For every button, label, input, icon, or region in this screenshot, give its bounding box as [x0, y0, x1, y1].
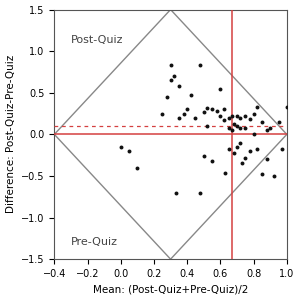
Point — [223, 171, 228, 176]
Point — [193, 115, 198, 120]
Point — [271, 174, 276, 178]
Point — [198, 190, 203, 195]
Point — [238, 125, 243, 130]
Point — [235, 144, 239, 149]
Point — [248, 148, 253, 153]
Point — [254, 104, 259, 109]
Point — [279, 146, 284, 151]
Point — [215, 109, 220, 113]
Point — [210, 159, 214, 164]
Point — [205, 105, 209, 110]
Point — [165, 94, 170, 99]
Point — [160, 111, 165, 116]
Point — [135, 165, 140, 170]
Point — [240, 161, 244, 166]
Text: Pre-Quiz: Pre-Quiz — [71, 237, 118, 247]
Point — [248, 117, 253, 122]
X-axis label: Mean: (Post-Quiz+Pre-Quiz)/2: Mean: (Post-Quiz+Pre-Quiz)/2 — [93, 284, 248, 294]
Point — [182, 111, 186, 116]
Point — [218, 114, 223, 118]
Point — [268, 125, 273, 130]
Point — [251, 132, 256, 137]
Point — [254, 147, 259, 152]
Point — [201, 110, 206, 114]
Point — [201, 154, 206, 158]
Point — [185, 107, 190, 112]
Point — [284, 104, 289, 109]
Point — [210, 107, 214, 112]
Point — [221, 118, 226, 123]
Point — [238, 115, 243, 120]
Point — [173, 190, 178, 195]
Point — [231, 121, 236, 126]
Point — [235, 124, 239, 128]
Y-axis label: Difference: Post-Quiz-Pre-Quiz: Difference: Post-Quiz-Pre-Quiz — [6, 55, 16, 214]
Point — [221, 107, 226, 112]
Point — [205, 124, 209, 128]
Point — [251, 111, 256, 116]
Point — [198, 63, 203, 68]
Point — [226, 147, 231, 152]
Point — [243, 155, 248, 160]
Point — [172, 74, 176, 79]
Point — [235, 114, 239, 118]
Text: Post-Quiz: Post-Quiz — [71, 34, 123, 44]
Point — [127, 148, 131, 153]
Point — [231, 150, 236, 155]
Point — [226, 115, 231, 120]
Point — [238, 140, 243, 145]
Point — [176, 84, 181, 88]
Point — [230, 114, 234, 118]
Point — [260, 172, 264, 177]
Point — [226, 125, 231, 130]
Point — [168, 63, 173, 68]
Point — [118, 144, 123, 149]
Point — [276, 119, 281, 124]
Point — [176, 115, 181, 120]
Point — [168, 78, 173, 83]
Point — [218, 86, 223, 91]
Point — [265, 128, 269, 133]
Point — [188, 93, 193, 98]
Point — [230, 128, 234, 133]
Point — [243, 125, 248, 130]
Point — [260, 119, 264, 124]
Point — [243, 114, 248, 118]
Point — [265, 157, 269, 162]
